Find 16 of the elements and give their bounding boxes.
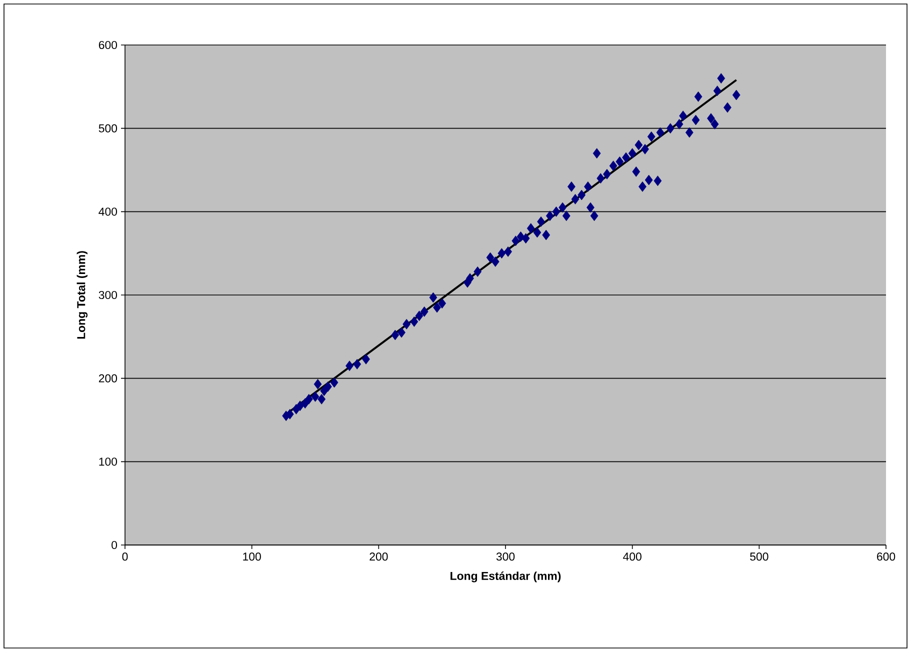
x-tick-label: 300: [496, 552, 515, 561]
x-tick-label: 400: [623, 552, 642, 561]
x-axis-title: Long Estándar (mm): [450, 571, 561, 582]
y-tick-label: 100: [99, 458, 118, 466]
y-tick-label: 200: [98, 374, 118, 382]
y-tick-label: 600: [98, 40, 118, 50]
x-tick-label: 600: [877, 552, 896, 561]
x-tick-label: 200: [370, 552, 388, 561]
y-tick-label: 400: [98, 208, 118, 216]
y-tick-label: 300: [98, 290, 118, 300]
x-tick-label: 100: [243, 552, 261, 561]
y-axis-title: Long Total (mm): [76, 251, 88, 339]
x-tick-label: 500: [750, 552, 768, 561]
y-tick-label: 0: [112, 540, 118, 550]
x-tick-label: 0: [122, 552, 128, 561]
y-tick-label: 500: [98, 124, 118, 132]
